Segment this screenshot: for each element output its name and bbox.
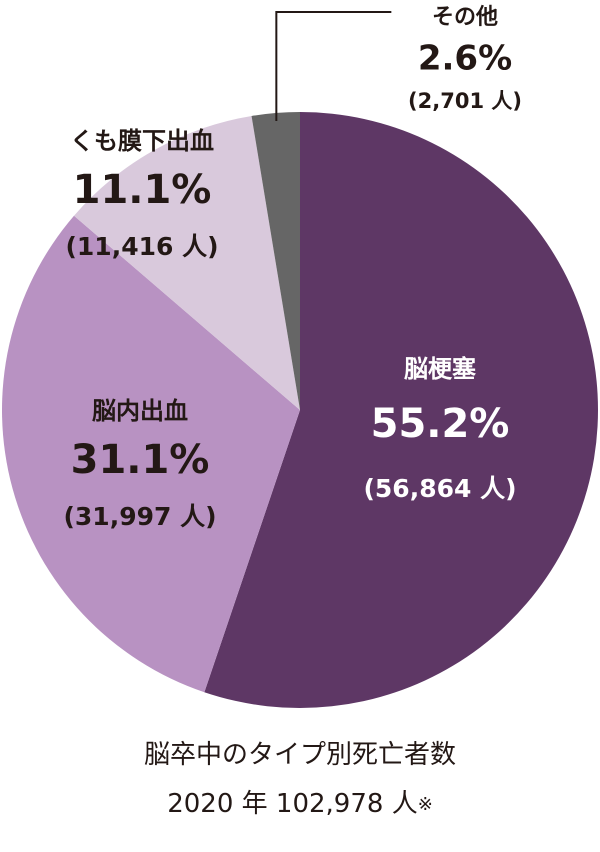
pie-slice-other [251,112,300,410]
slice-percent-label-subarachnoid-hemorrhage: 11.1% [73,167,212,213]
pie-slice-subarachnoid-hemorrhage [74,115,300,410]
slice-percent-label-cerebral-infarction: 55.2% [371,401,510,447]
leader-line-other [275,11,392,121]
chart-caption: 脳卒中のタイプ別死亡者数 [143,740,456,770]
pie-slice-intracerebral-hemorrhage [2,215,301,693]
slice-name-label-other: その他 [432,5,498,30]
slice-name-label-cerebral-infarction: 脳梗塞 [404,355,476,383]
pie-chart: 脳梗塞 55.2% (56,864 人) 脳内出血 31.1% (31,997 人) くも膜… [2,5,599,708]
slice-count-label-subarachnoid-hemorrhage: (11,416 人) [65,232,218,261]
slice-count-label-intracerebral-hemorrhage: (31,997 人) [63,502,216,531]
slice-count-label-other: (2,701 人) [408,89,522,113]
slice-percent-label-other: 2.6% [418,39,512,79]
slice-name-label-intracerebral-hemorrhage: 脳内出血 [92,397,188,425]
slice-percent-label-intracerebral-hemorrhage: 31.1% [71,437,210,483]
caption-total: 102,978 人 [275,789,418,819]
slice-name-label-subarachnoid-hemorrhage: くも膜下出血 [70,127,214,155]
slice-count-label-cerebral-infarction: (56,864 人) [363,474,516,503]
footnote-mark: ※ [417,794,433,815]
chart-caption-total: 2020 年 102,978 人※ [0,783,600,820]
caption-year: 2020 年 [167,789,268,819]
pie-slice-cerebral-infarction [204,112,599,708]
